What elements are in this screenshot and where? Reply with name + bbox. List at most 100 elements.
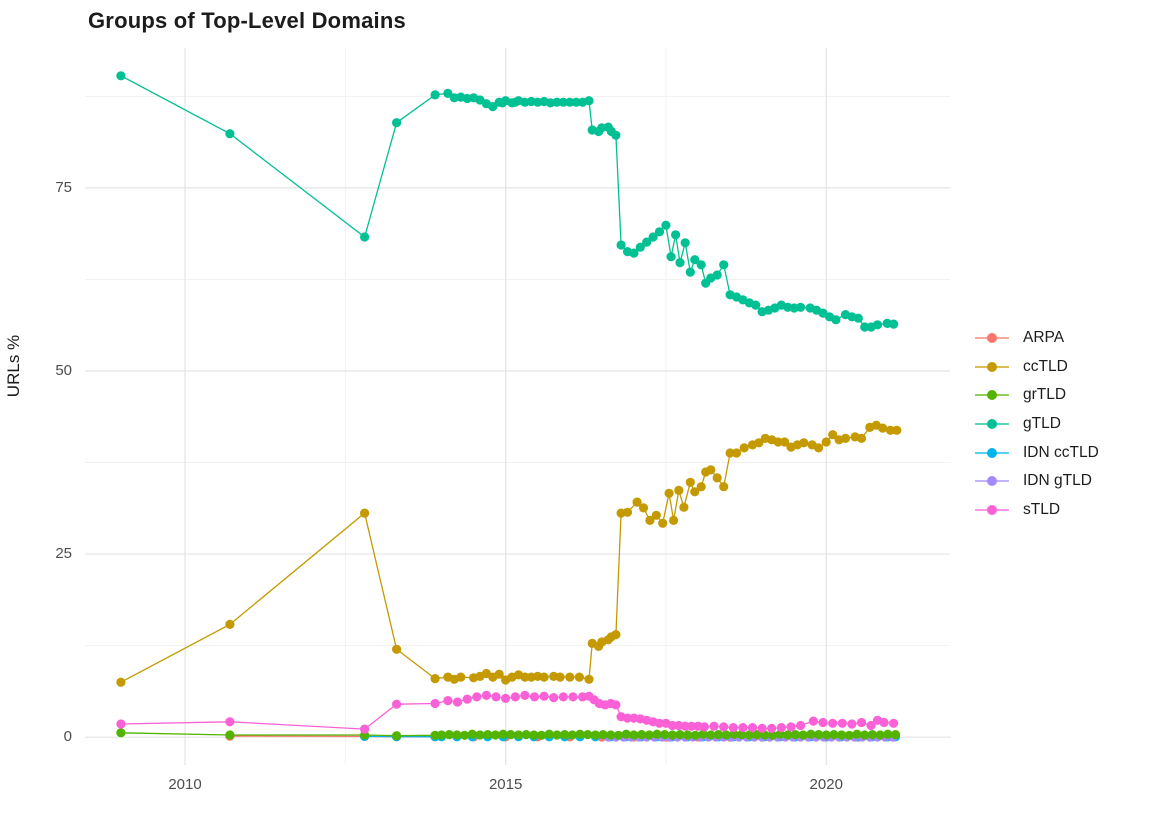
series-line-gtld [120, 75, 894, 328]
legend-key-idn-cctld [975, 445, 1009, 461]
data-point-cctld [669, 515, 679, 526]
data-point-cctld [696, 482, 706, 492]
chart-title: Groups of Top-Level Domains [88, 8, 406, 33]
data-point-grtld [629, 730, 639, 740]
data-point-grtld [552, 730, 562, 740]
data-point-gtld [558, 97, 568, 107]
data-point-stld [667, 720, 678, 731]
data-point-gtld [853, 313, 863, 323]
data-point-gtld [712, 270, 722, 280]
data-point-grtld [798, 730, 808, 740]
data-point-grtld [467, 729, 477, 739]
data-point-grtld [560, 730, 570, 740]
data-point-grtld [821, 730, 831, 740]
data-point-stld [680, 721, 690, 731]
data-point-stld [539, 691, 549, 701]
data-point-grtld [790, 730, 801, 740]
data-point-stld [786, 722, 796, 732]
data-point-cctld [892, 425, 902, 435]
data-point-grtld [721, 730, 731, 740]
data-point-stld [879, 717, 889, 728]
data-point-cctld [520, 672, 530, 682]
data-point-grtld [698, 729, 708, 739]
data-point-grtld [852, 729, 862, 739]
data-point-stld [529, 692, 540, 702]
data-point-cctld [574, 672, 585, 682]
data-point-stld [699, 722, 710, 732]
data-point-stld [889, 718, 899, 728]
data-point-grtld [475, 730, 485, 740]
data-point-cctld [664, 488, 674, 498]
data-point-grtld [452, 730, 462, 740]
data-point-grtld [483, 730, 493, 740]
data-point-cctld [719, 482, 729, 492]
data-point-cctld [780, 437, 790, 447]
data-point-gtld [661, 220, 671, 230]
data-point-cctld [840, 433, 851, 443]
data-point-cctld [430, 674, 440, 684]
data-point-gtld [635, 242, 645, 252]
data-point-cctld [674, 485, 684, 495]
data-point-grtld [613, 730, 624, 740]
data-point-grtld [860, 730, 870, 740]
data-point-cctld [739, 443, 749, 453]
data-point-stld [738, 723, 748, 733]
data-point-cctld [360, 508, 370, 518]
data-point-cctld [856, 433, 867, 443]
data-point-stld [452, 697, 463, 707]
data-point-grtld [744, 730, 754, 740]
data-point-gtld [666, 252, 676, 262]
data-point-grtld [567, 730, 577, 740]
data-point-grtld [829, 730, 839, 740]
data-point-gtld [116, 71, 126, 81]
data-point-gtld [584, 96, 594, 106]
y-tick-label: 25 [55, 545, 72, 563]
data-point-grtld [729, 729, 739, 739]
x-tick-label: 2015 [488, 776, 523, 793]
data-point-grtld [444, 730, 454, 740]
data-point-stld [568, 692, 578, 702]
y-tick-label: 75 [55, 178, 72, 196]
legend-item-grtld: grTLD [975, 381, 1099, 410]
data-point-cctld [821, 437, 831, 447]
data-point-grtld [460, 730, 470, 740]
data-point-grtld [652, 729, 662, 739]
legend-label: gTLD [1023, 415, 1061, 433]
data-point-grtld [506, 730, 516, 740]
legend-item-gtld: gTLD [975, 410, 1099, 439]
data-point-stld [687, 721, 697, 731]
legend-key-stld [975, 502, 1009, 518]
data-point-cctld [878, 423, 888, 433]
data-point-gtld [430, 90, 440, 100]
data-point-stld [767, 723, 777, 734]
data-point-grtld [875, 730, 885, 740]
data-point-stld [443, 696, 453, 706]
data-point-grtld [575, 729, 585, 739]
legend-label: sTLD [1023, 500, 1061, 518]
data-point-grtld [713, 730, 724, 740]
data-point-stld [719, 722, 729, 732]
data-point-gtld [611, 130, 621, 140]
data-point-cctld [658, 518, 668, 528]
data-point-stld [392, 699, 402, 709]
data-point-stld [776, 723, 787, 733]
data-point-gtld [751, 300, 761, 310]
data-point-stld [501, 693, 511, 704]
data-point-grtld [737, 730, 747, 740]
data-point-stld [549, 693, 559, 703]
data-point-gtld [225, 129, 235, 139]
data-point-stld [866, 720, 876, 731]
y-axis-title: URLs % [4, 334, 23, 398]
data-point-cctld [584, 674, 594, 684]
legend-label: grTLD [1023, 386, 1067, 404]
x-tick-label: 2020 [809, 776, 843, 793]
x-tick-label: 2010 [168, 776, 202, 793]
data-point-grtld [806, 729, 816, 739]
data-point-stld [430, 698, 440, 709]
data-point-gtld [443, 88, 453, 98]
data-point-gtld [565, 97, 575, 107]
data-point-cctld [814, 443, 824, 453]
data-point-stld [622, 713, 633, 723]
data-point-grtld [683, 730, 693, 740]
data-point-grtld [498, 729, 508, 739]
